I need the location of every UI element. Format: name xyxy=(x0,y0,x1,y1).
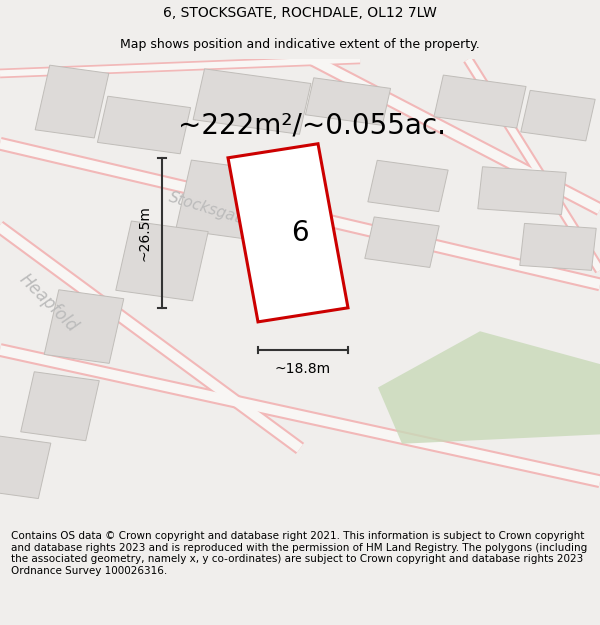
Text: ~18.8m: ~18.8m xyxy=(275,362,331,376)
Polygon shape xyxy=(521,91,595,141)
Text: Stocksgate: Stocksgate xyxy=(167,190,253,229)
Polygon shape xyxy=(434,75,526,128)
Polygon shape xyxy=(44,290,124,363)
Text: ~26.5m: ~26.5m xyxy=(137,205,151,261)
Polygon shape xyxy=(520,223,596,271)
Polygon shape xyxy=(365,217,439,268)
Polygon shape xyxy=(176,160,268,240)
Polygon shape xyxy=(0,436,51,499)
Polygon shape xyxy=(305,78,391,126)
Text: Heapfold: Heapfold xyxy=(15,271,81,336)
Polygon shape xyxy=(193,69,311,134)
Polygon shape xyxy=(21,372,99,441)
Polygon shape xyxy=(35,65,109,138)
Text: 6: 6 xyxy=(291,219,309,247)
Text: ~222m²/~0.055ac.: ~222m²/~0.055ac. xyxy=(178,111,446,139)
Polygon shape xyxy=(378,331,600,444)
Polygon shape xyxy=(368,160,448,212)
Text: Contains OS data © Crown copyright and database right 2021. This information is : Contains OS data © Crown copyright and d… xyxy=(11,531,587,576)
Text: 6, STOCKSGATE, ROCHDALE, OL12 7LW: 6, STOCKSGATE, ROCHDALE, OL12 7LW xyxy=(163,6,437,20)
Polygon shape xyxy=(97,96,191,154)
Text: Map shows position and indicative extent of the property.: Map shows position and indicative extent… xyxy=(120,38,480,51)
Polygon shape xyxy=(228,144,348,322)
Polygon shape xyxy=(478,167,566,214)
Polygon shape xyxy=(116,221,208,301)
